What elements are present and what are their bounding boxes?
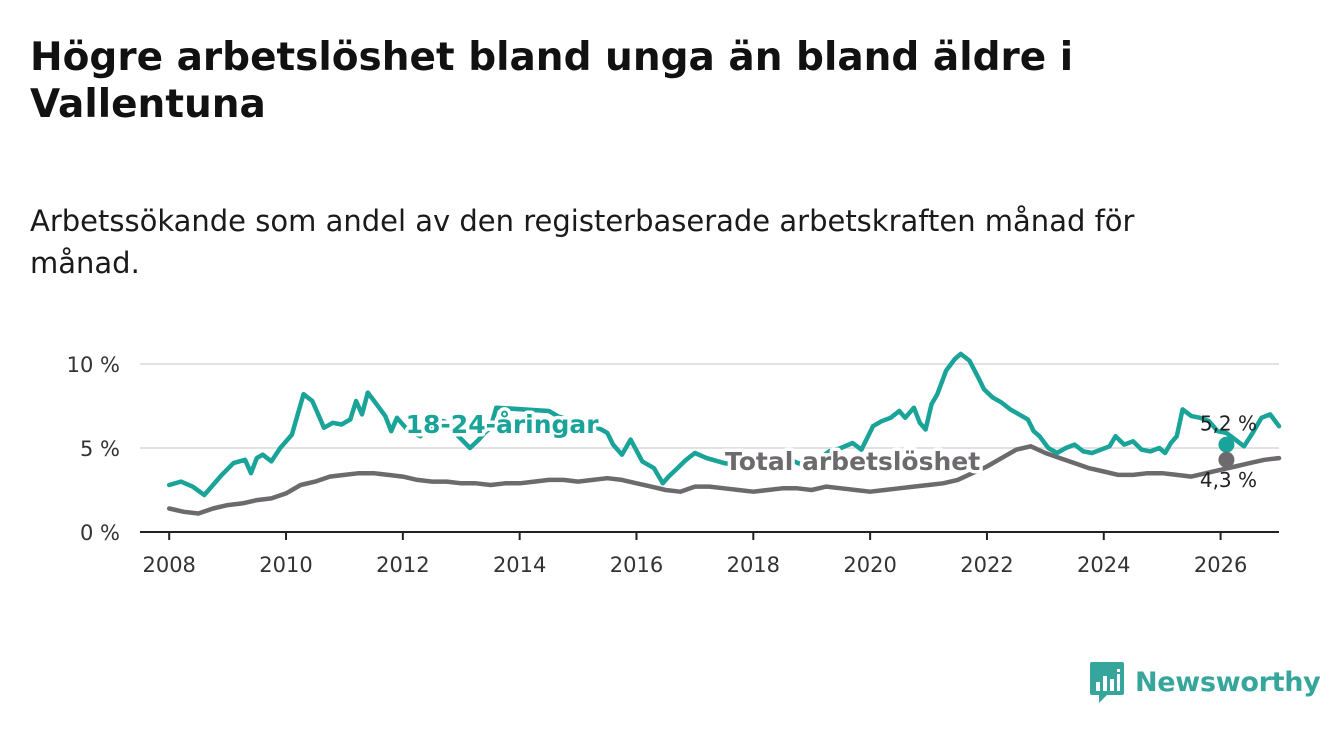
- x-tick-label: 2022: [960, 553, 1013, 577]
- x-tick-label: 2014: [493, 553, 546, 577]
- x-tick-label: 2020: [843, 553, 896, 577]
- chart-title: Högre arbetslöshet bland unga än bland ä…: [30, 35, 1074, 127]
- end-value-label: 4,3 %: [1200, 468, 1257, 492]
- x-tick-label: 2026: [1194, 553, 1247, 577]
- series-line-youth: [166, 351, 1282, 498]
- gridlines: [140, 363, 1279, 449]
- y-tick-label: 10 %: [67, 353, 120, 377]
- series-lines: [166, 351, 1282, 516]
- end-point-youth: [1218, 436, 1235, 453]
- y-tick-label: 0 %: [80, 521, 120, 545]
- x-tick-label: 2018: [727, 553, 780, 577]
- newsworthy-brand[interactable]: Newsworthy: [1089, 660, 1321, 704]
- brand-name: Newsworthy: [1135, 666, 1321, 698]
- series-label-total: Total arbetslöshet: [725, 447, 980, 476]
- newsworthy-logo-icon: [1090, 662, 1124, 703]
- chart-subtitle: Arbetssökande som andel av den registerb…: [30, 204, 1135, 280]
- x-tick-label: 2012: [376, 553, 429, 577]
- series-line-total: [166, 444, 1282, 516]
- series-label-youth: 18-24-åringar: [406, 410, 600, 439]
- y-tick-label: 5 %: [80, 437, 120, 461]
- series-labels: 5,2 % 4,3 % 18-24-åringar Total arbetslöshe…: [402, 406, 1257, 492]
- end-value-label: 5,2 %: [1200, 412, 1257, 436]
- axes: 0 % 5 % 10 % 2008 2010 2012 2014 2016 2018 2020 20…: [67, 353, 1279, 577]
- x-tick-label: 2008: [142, 553, 195, 577]
- x-tick-label: 2016: [610, 553, 663, 577]
- end-point-total: [1218, 451, 1235, 468]
- x-tick-label: 2024: [1077, 553, 1130, 577]
- x-tick-label: 2010: [259, 553, 312, 577]
